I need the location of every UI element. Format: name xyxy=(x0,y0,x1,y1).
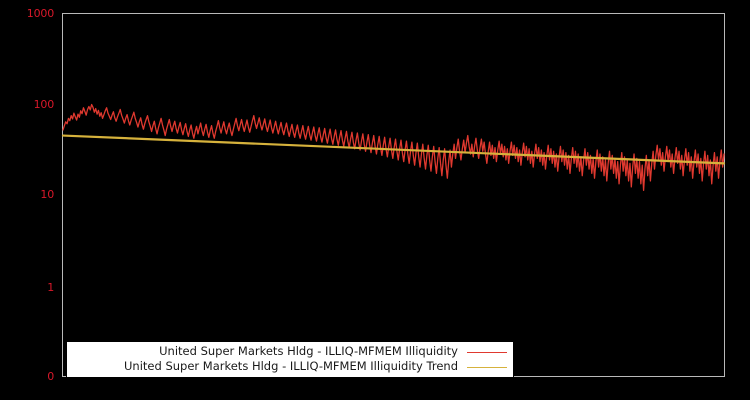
plot-frame xyxy=(61,13,726,377)
y-tick-label-1000: 1000 xyxy=(26,7,54,20)
legend-swatch-trend-line xyxy=(467,361,507,372)
y-tick-label-100: 100 xyxy=(33,98,55,111)
legend-entry-series: United Super Markets Hldg - ILLIQ-MFMEM … xyxy=(73,344,507,359)
legend-label-trend: United Super Markets Hldg - ILLIQ-MFMEM … xyxy=(124,359,458,373)
chart-legend: United Super Markets Hldg - ILLIQ-MFMEM … xyxy=(66,341,514,378)
plot-area xyxy=(61,103,726,191)
legend-swatch-series-line xyxy=(467,346,507,357)
legend-label-series: United Super Markets Hldg - ILLIQ-MFMEM … xyxy=(159,344,458,358)
series-line-illiquidity xyxy=(62,103,725,191)
y-tick-label-0: 0 xyxy=(47,370,54,383)
y-tick-label-1: 1 xyxy=(47,281,54,294)
trend-line-illiquidity xyxy=(61,134,726,165)
legend-entry-trend: United Super Markets Hldg - ILLIQ-MFMEM … xyxy=(73,359,507,374)
y-tick-label-10: 10 xyxy=(40,188,54,201)
y-axis-tick-labels: 1000 100 10 1 0 xyxy=(0,0,54,400)
